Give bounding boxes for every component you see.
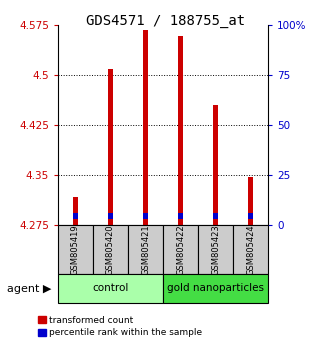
Bar	[73, 198, 78, 225]
Bar	[108, 69, 113, 225]
FancyBboxPatch shape	[58, 274, 163, 303]
Bar	[178, 213, 183, 219]
Bar	[73, 213, 78, 219]
Bar	[108, 213, 113, 219]
Bar	[213, 105, 218, 225]
Text: control: control	[92, 283, 129, 293]
Bar	[248, 213, 253, 219]
Bar	[143, 213, 148, 219]
FancyBboxPatch shape	[93, 225, 128, 274]
Bar	[248, 177, 253, 225]
FancyBboxPatch shape	[58, 225, 93, 274]
Text: GSM805423: GSM805423	[211, 224, 220, 275]
Text: GSM805424: GSM805424	[246, 224, 255, 275]
Text: gold nanoparticles: gold nanoparticles	[167, 283, 264, 293]
Bar	[178, 36, 183, 225]
Text: GSM805419: GSM805419	[71, 224, 80, 275]
FancyBboxPatch shape	[163, 225, 198, 274]
Legend: transformed count, percentile rank within the sample: transformed count, percentile rank withi…	[38, 316, 203, 337]
Bar	[213, 213, 218, 219]
Text: GSM805422: GSM805422	[176, 224, 185, 275]
Text: GSM805420: GSM805420	[106, 224, 115, 275]
Bar	[143, 30, 148, 225]
FancyBboxPatch shape	[198, 225, 233, 274]
FancyBboxPatch shape	[163, 274, 268, 303]
FancyBboxPatch shape	[233, 225, 268, 274]
Text: agent ▶: agent ▶	[7, 284, 51, 294]
FancyBboxPatch shape	[128, 225, 163, 274]
Text: GSM805421: GSM805421	[141, 224, 150, 275]
Text: GDS4571 / 188755_at: GDS4571 / 188755_at	[86, 14, 245, 28]
